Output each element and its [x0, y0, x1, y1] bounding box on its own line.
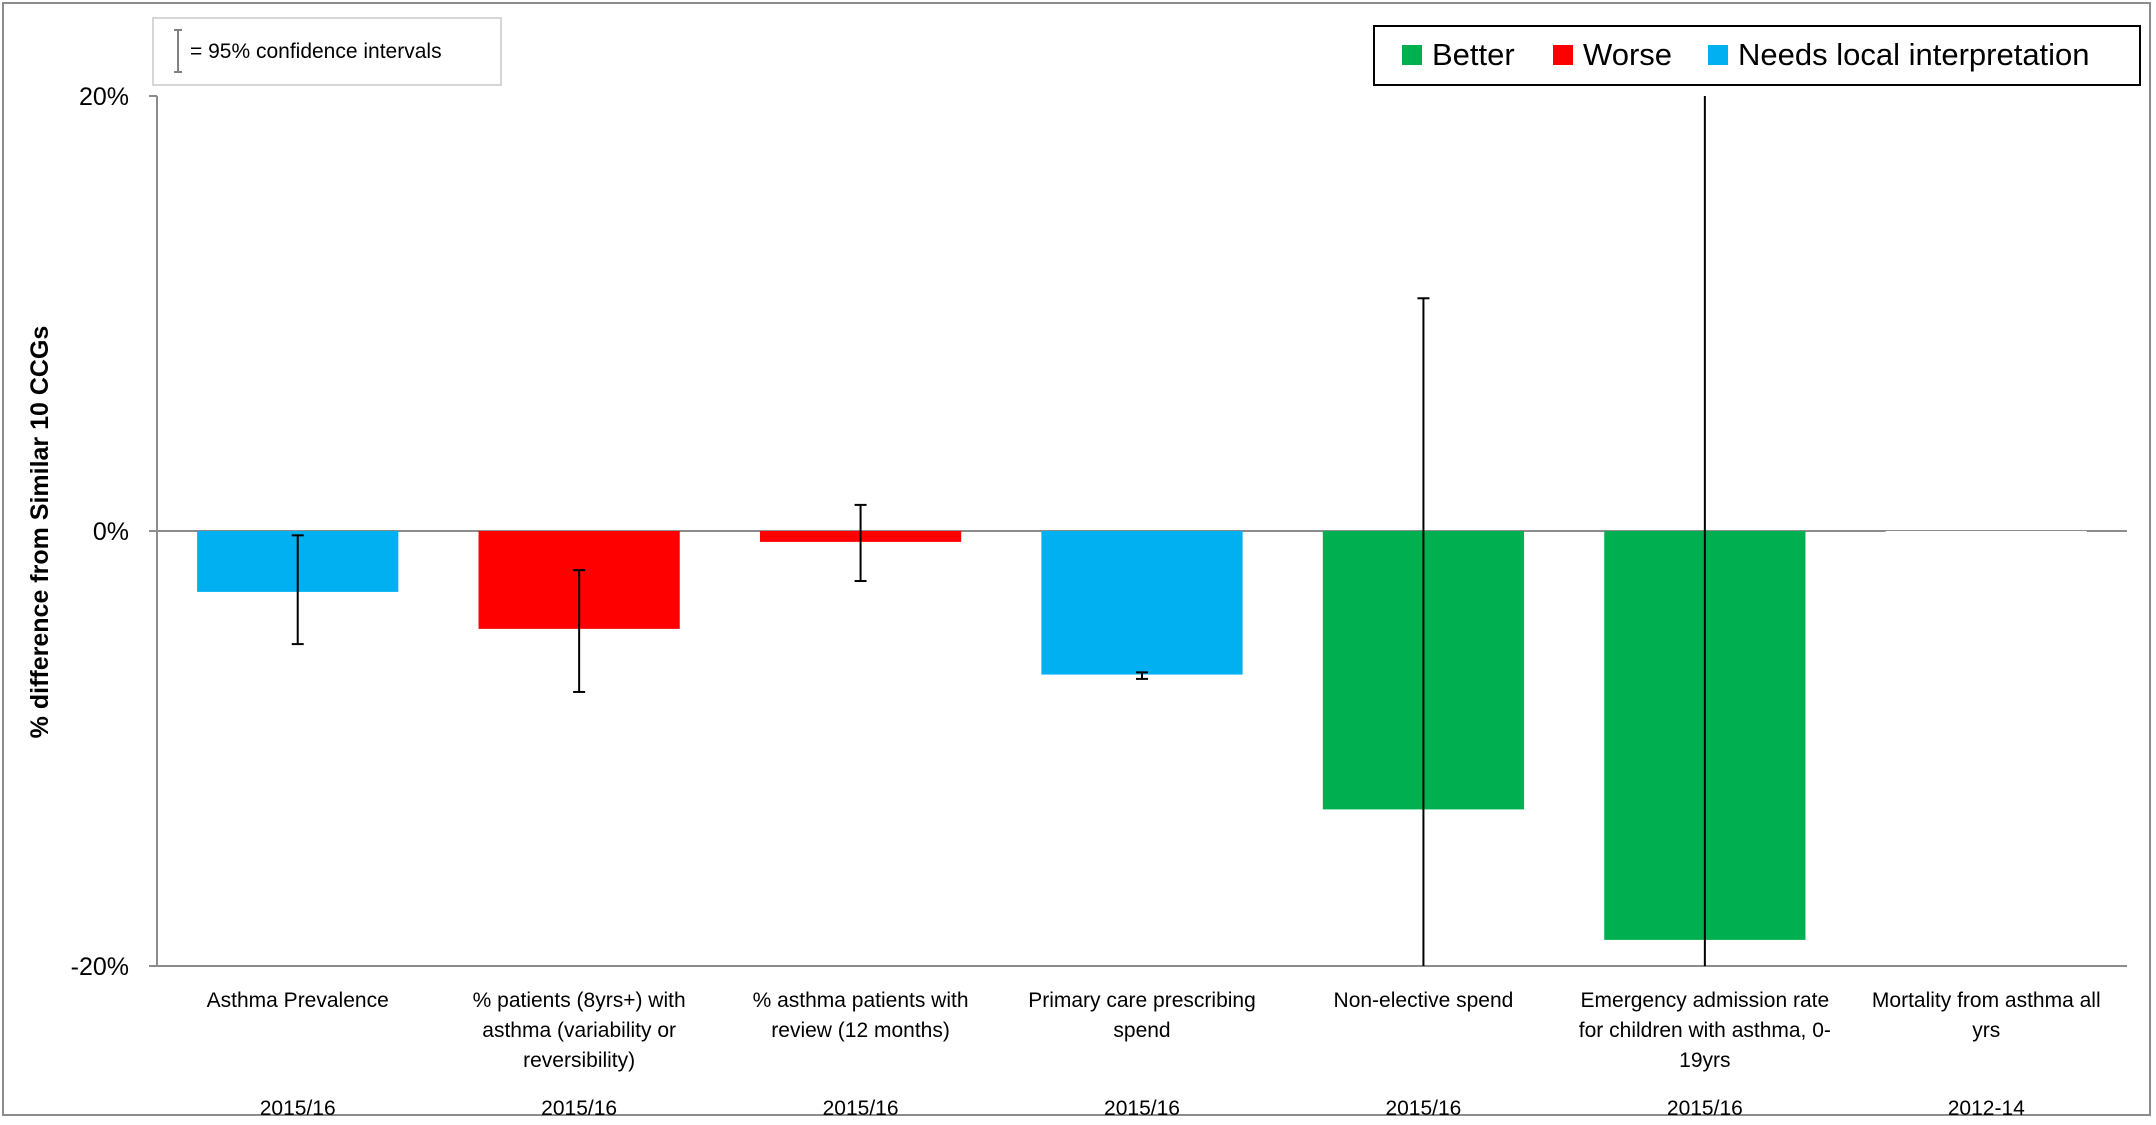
ci-note-text: = 95% confidence intervals [190, 40, 442, 63]
x-period-label: 2015/16 [260, 1097, 336, 1120]
y-tick-label: 0% [93, 518, 129, 546]
x-category-label-line: yrs [1972, 1019, 2000, 1042]
y-tick-label: -20% [71, 953, 129, 981]
legend-swatch [1553, 45, 1573, 65]
x-category-label-line: Asthma Prevalence [207, 989, 389, 1012]
x-category-label-line: review (12 months) [771, 1019, 950, 1042]
x-category-label-line: reversibility) [523, 1049, 635, 1072]
x-category-label-line: % asthma patients with [753, 989, 969, 1012]
legend-swatch [1708, 45, 1728, 65]
x-category-label-line: spend [1113, 1019, 1170, 1042]
x-category-label-line: asthma (variability or [482, 1019, 676, 1042]
legend-label: Needs local interpretation [1738, 37, 2090, 72]
x-period-label: 2015/16 [823, 1097, 899, 1120]
x-period-label: 2015/16 [541, 1097, 617, 1120]
legend-label: Worse [1583, 37, 1672, 72]
x-period-label: 2015/16 [1385, 1097, 1461, 1120]
x-period-label: 2015/16 [1667, 1097, 1743, 1120]
legend: Better Worse Needs local interpretation [1373, 25, 2141, 86]
x-category-label-line: % patients (8yrs+) with [473, 989, 686, 1012]
legend-frame [1373, 25, 2141, 86]
ci-note-frame [152, 17, 502, 86]
x-category-label-line: for children with asthma, 0- [1579, 1019, 1831, 1042]
x-category-label: Primary care prescribing spend [1028, 989, 1256, 1042]
x-category-label-line: Non-elective spend [1334, 989, 1514, 1012]
bar [1041, 531, 1243, 675]
legend-label: Better [1432, 37, 1515, 72]
x-category-label: % asthma patients with review (12 months) [753, 989, 969, 1042]
x-category-label: Mortality from asthma all yrs [1872, 989, 2101, 1042]
x-category-label: Emergency admission rate for children wit… [1579, 989, 1831, 1072]
x-category-label-line: Emergency admission rate [1581, 989, 1830, 1012]
x-category-label: Non-elective spend [1334, 989, 1514, 1012]
legend-swatch [1402, 45, 1422, 65]
y-tick-label: 20% [79, 83, 129, 111]
error-bars [291, 96, 1706, 966]
bar [1885, 531, 2087, 532]
ci-note-box: = 95% confidence intervals [152, 17, 502, 86]
x-category-label-line: Mortality from asthma all [1872, 989, 2101, 1012]
x-category-label: Asthma Prevalence [207, 989, 389, 1012]
x-period-label: 2012-14 [1948, 1097, 2025, 1120]
x-category-label: % patients (8yrs+) with asthma (variabili… [473, 989, 686, 1072]
x-category-label-line: 19yrs [1679, 1049, 1730, 1072]
x-period-label: 2015/16 [1104, 1097, 1180, 1120]
x-axis-labels: Asthma Prevalence 2015/16 % patients (8yrs… [207, 989, 2101, 1120]
x-category-label-line: Primary care prescribing [1028, 989, 1256, 1012]
y-axis-title: % difference from Similar 10 CCGs [26, 326, 54, 739]
